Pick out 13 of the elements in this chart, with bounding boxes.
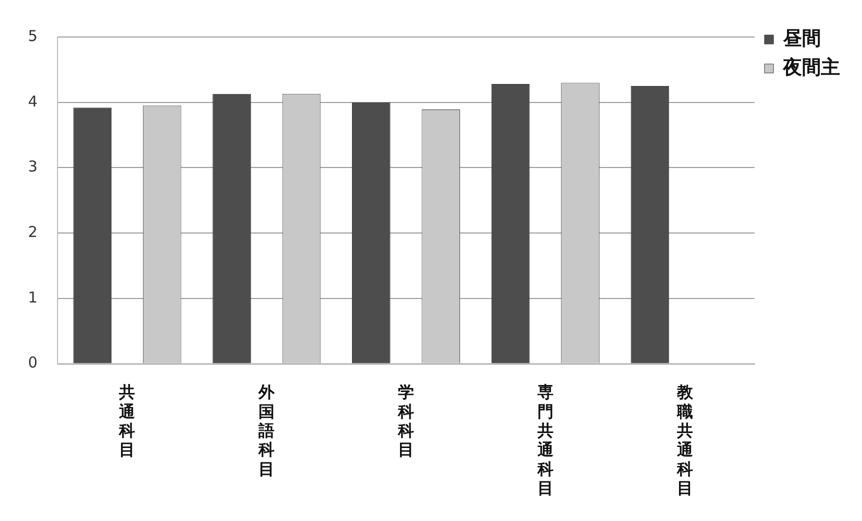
- legend-label: 昼間: [782, 27, 821, 50]
- x-tick-label: 教職共通科目: [676, 382, 694, 498]
- x-tick-label: 共通科目: [118, 382, 136, 460]
- x-tick-label: 外国語科目: [258, 382, 276, 478]
- y-tick-label: 4: [28, 92, 38, 110]
- y-tick-label: 2: [28, 222, 38, 241]
- x-tick-label: 専門共通科目: [536, 382, 554, 498]
- x-tick-label: 学科科目: [397, 382, 414, 460]
- legend-label: 夜間主: [782, 56, 840, 78]
- y-tick-label: 0: [28, 354, 38, 372]
- y-tick-label: 1: [28, 288, 38, 306]
- y-tick-label: 5: [28, 26, 38, 45]
- y-tick-label: 3: [28, 158, 38, 176]
